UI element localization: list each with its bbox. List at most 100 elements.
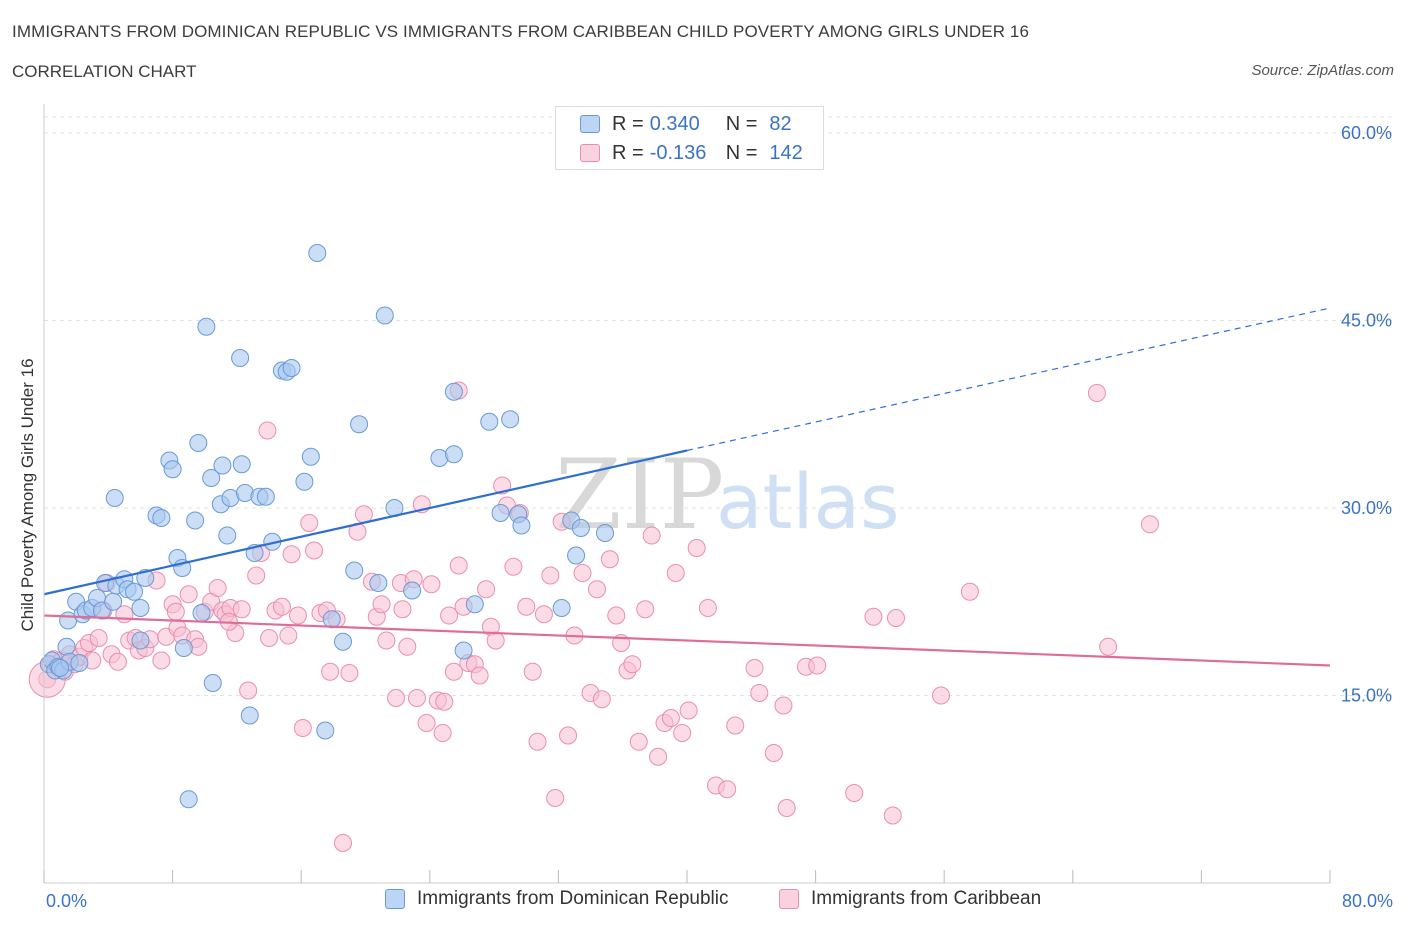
dominican-point <box>333 632 352 651</box>
caribbean-point <box>649 747 668 766</box>
caribbean-point <box>272 597 291 616</box>
caribbean-point <box>108 652 127 671</box>
dominican-point <box>444 382 463 401</box>
dominican-point <box>131 599 150 617</box>
caribbean-point <box>470 666 489 685</box>
dominican-point <box>480 412 499 431</box>
caribbean-point <box>340 664 359 682</box>
dominican-point <box>501 410 520 429</box>
caribbean-point <box>764 744 783 762</box>
caribbean-point <box>845 784 864 802</box>
dominican-point <box>179 790 198 809</box>
caribbean-point <box>288 606 307 625</box>
caribbean-point <box>666 564 685 582</box>
caribbean-point <box>1099 637 1118 656</box>
dominican-point <box>571 519 590 537</box>
dominican-point <box>444 445 463 464</box>
caribbean-point <box>422 575 441 594</box>
caribbean-point <box>750 684 769 702</box>
series-swatch-pink <box>779 889 799 909</box>
dominican-point <box>163 460 182 479</box>
dominican-point <box>70 654 89 672</box>
caribbean-point <box>444 662 463 681</box>
dominican-point <box>345 561 364 580</box>
grid-lines: 15.0% 30.0% 45.0% 60.0% <box>44 116 1394 706</box>
caribbean-point <box>523 662 542 681</box>
caribbean-point <box>1140 515 1159 534</box>
watermark-atlas: atlas <box>716 457 900 546</box>
caribbean-point <box>777 799 796 817</box>
caribbean-point <box>698 599 717 617</box>
dominican-republic-series <box>39 244 615 809</box>
caribbean-point <box>687 539 706 557</box>
caribbean-point <box>300 514 319 532</box>
dominican-point <box>213 456 232 475</box>
dominican-point <box>552 599 571 617</box>
caribbean-point <box>260 629 279 647</box>
caribbean-point <box>305 541 324 560</box>
dominican-point <box>322 610 341 629</box>
x-tick-label: 0.0% <box>46 891 87 911</box>
dominican-point <box>308 244 327 262</box>
caribbean-point <box>279 626 298 645</box>
caribbean-point <box>179 585 198 604</box>
caribbean-point <box>89 629 108 647</box>
dominican-point <box>369 574 388 592</box>
caribbean-point <box>208 579 227 597</box>
dominican-point <box>596 524 615 542</box>
caribbean-point <box>333 834 352 852</box>
series-legend-label: Immigrants from Caribbean <box>811 888 1042 909</box>
y-tick-label: 30.0% <box>1341 498 1392 518</box>
caribbean-point <box>407 689 426 707</box>
dominican-point <box>202 469 221 487</box>
legend-n-label: N = <box>725 141 758 164</box>
dominican-point <box>192 604 211 622</box>
y-tick-label: 15.0% <box>1341 686 1392 706</box>
dominican-point <box>282 359 301 377</box>
dominican-point <box>465 595 484 614</box>
legend-row-dominican: R = 0.340 N = 82 <box>556 112 792 136</box>
caribbean-point <box>636 600 655 619</box>
dominican-point <box>152 509 171 527</box>
dominican-point <box>454 641 473 660</box>
caribbean-point <box>541 566 560 585</box>
stats-legend: R = 0.340 N = 82 R = -0.136 N = 142 <box>555 106 824 170</box>
caribbean-point <box>372 595 391 614</box>
dominican-point <box>295 472 314 491</box>
dominican-point <box>491 504 510 522</box>
caribbean-point <box>600 550 619 569</box>
caribbean-point <box>435 692 454 711</box>
series-swatch-blue <box>385 889 405 909</box>
dominican-point <box>403 581 422 600</box>
caribbean-point <box>629 732 648 751</box>
caribbean-point <box>477 580 496 599</box>
caribbean-point <box>293 719 312 737</box>
caribbean-point <box>433 724 452 742</box>
caribbean-point <box>559 726 578 745</box>
caribbean-point <box>504 557 523 576</box>
caribbean-point <box>726 716 745 735</box>
caribbean-point <box>679 701 698 720</box>
legend-r-value: -0.136 <box>649 141 707 164</box>
caribbean-point <box>449 556 468 575</box>
caribbean-point <box>393 600 412 619</box>
caribbean-point <box>239 681 258 700</box>
dominican-point <box>232 455 251 474</box>
caribbean-point <box>166 602 185 621</box>
caribbean-point <box>493 476 512 495</box>
caribbean-point <box>808 656 827 675</box>
legend-swatch-pink <box>580 144 600 162</box>
dominican-point <box>350 415 369 434</box>
x-tick-label: 80.0% <box>1342 891 1393 911</box>
y-tick-label: 60.0% <box>1341 123 1392 143</box>
caribbean-point <box>864 607 883 626</box>
caribbean-point <box>883 806 902 825</box>
series-legend-dominican: Immigrants from Dominican Republic <box>385 888 729 910</box>
dominican-point <box>240 706 259 725</box>
dominican-point <box>125 582 144 601</box>
dominican-point <box>567 546 586 565</box>
dominican-trend-extension <box>686 307 1331 452</box>
caribbean-point <box>718 780 737 799</box>
dominican-point <box>136 569 155 587</box>
caribbean-point <box>587 580 606 599</box>
